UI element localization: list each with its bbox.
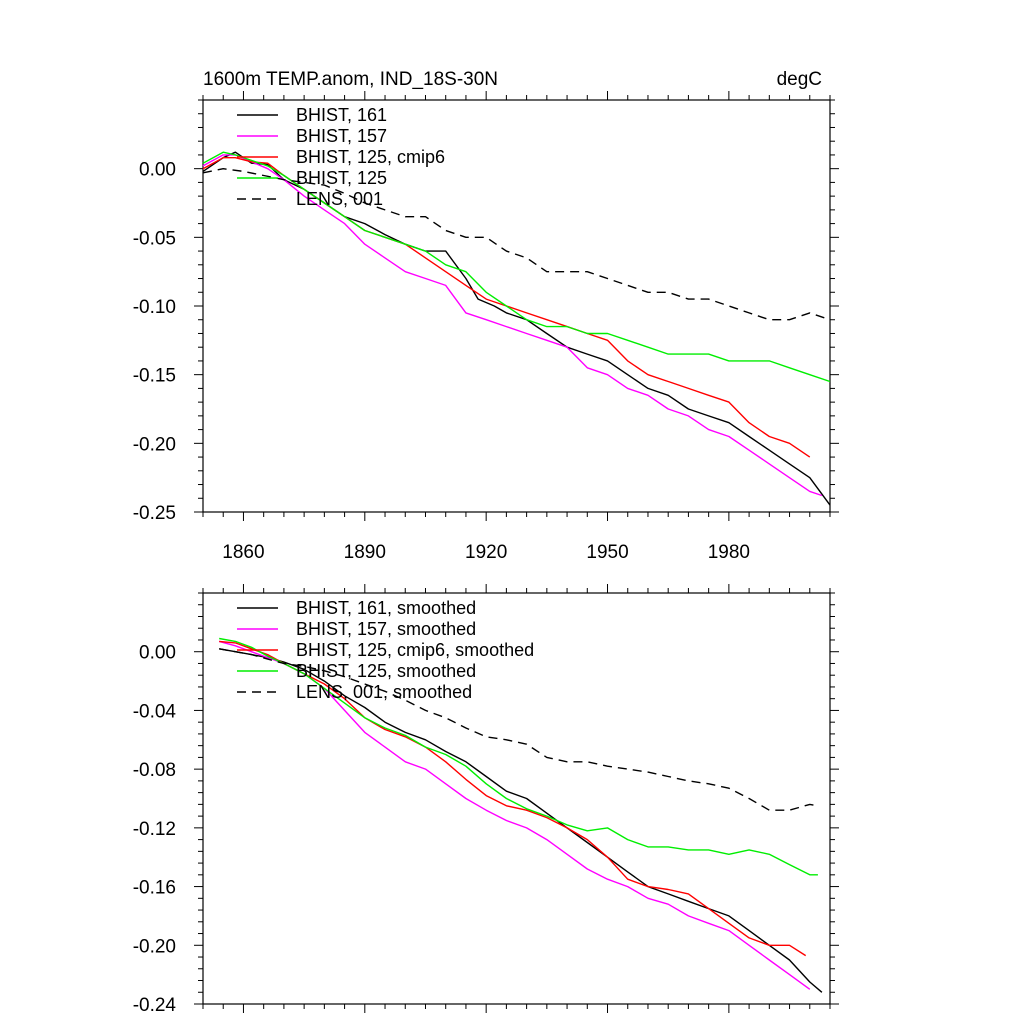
x-tick-label: 1920 [465,542,507,563]
y-tick-label: -0.25 [133,503,176,524]
x-tick-label: 1860 [222,542,264,563]
y-tick-label: 0.00 [139,643,176,664]
x-tick-label: 1980 [708,542,750,563]
y-tick-label: -0.16 [133,878,176,899]
series-line-4 [202,151,831,383]
legend-label: BHIST, 161, smoothed [296,598,476,618]
legend-label: BHIST, 125, cmip6, smoothed [296,640,534,660]
legend-label: BHIST, 125 [296,168,387,188]
y-tick-label: -0.24 [133,995,177,1016]
y-tick-label: -0.20 [133,936,176,957]
y-tick-label: -0.08 [133,760,176,781]
legend-label: LENS, 001, smoothed [296,682,472,702]
legend-label: LENS, 001 [296,189,383,209]
y-tick-label: -0.10 [133,297,176,318]
chart-title: 1600m TEMP.anom, IND_18S-30N [203,69,498,90]
legend-label: BHIST, 125, smoothed [296,661,476,681]
series-line-2 [202,154,823,497]
series-line-1 [202,151,831,506]
series-line-5 [202,167,831,321]
y-tick-label: -0.12 [133,819,176,840]
y-tick-label: -0.20 [133,434,176,455]
legend-label: BHIST, 157, smoothed [296,619,476,639]
series-line-5 [219,648,819,811]
legend-label: BHIST, 125, cmip6 [296,147,445,167]
y-tick-label: -0.15 [133,366,176,387]
y-tick-label: -0.05 [133,228,176,249]
y-tick-label: 0.00 [139,160,176,181]
units-label: degC [777,69,822,90]
legend-label: BHIST, 161 [296,105,387,125]
panel-bottom: 0.00 -0.04 -0.08 -0.12 -0.16 -0.20 -0.24 BHIST,… [133,584,839,1016]
x-tick-label: 1950 [586,542,628,563]
plot-frame [202,592,831,1005]
series-line-4 [219,637,818,876]
x-tick-label: 1890 [344,542,386,563]
panel-top: 1600m TEMP.anom, IND_18S-30N degC 1860 18… [133,69,839,563]
series-line-1 [219,648,823,993]
y-tick-label: -0.04 [133,701,177,722]
legend-label: BHIST, 157 [296,126,387,146]
